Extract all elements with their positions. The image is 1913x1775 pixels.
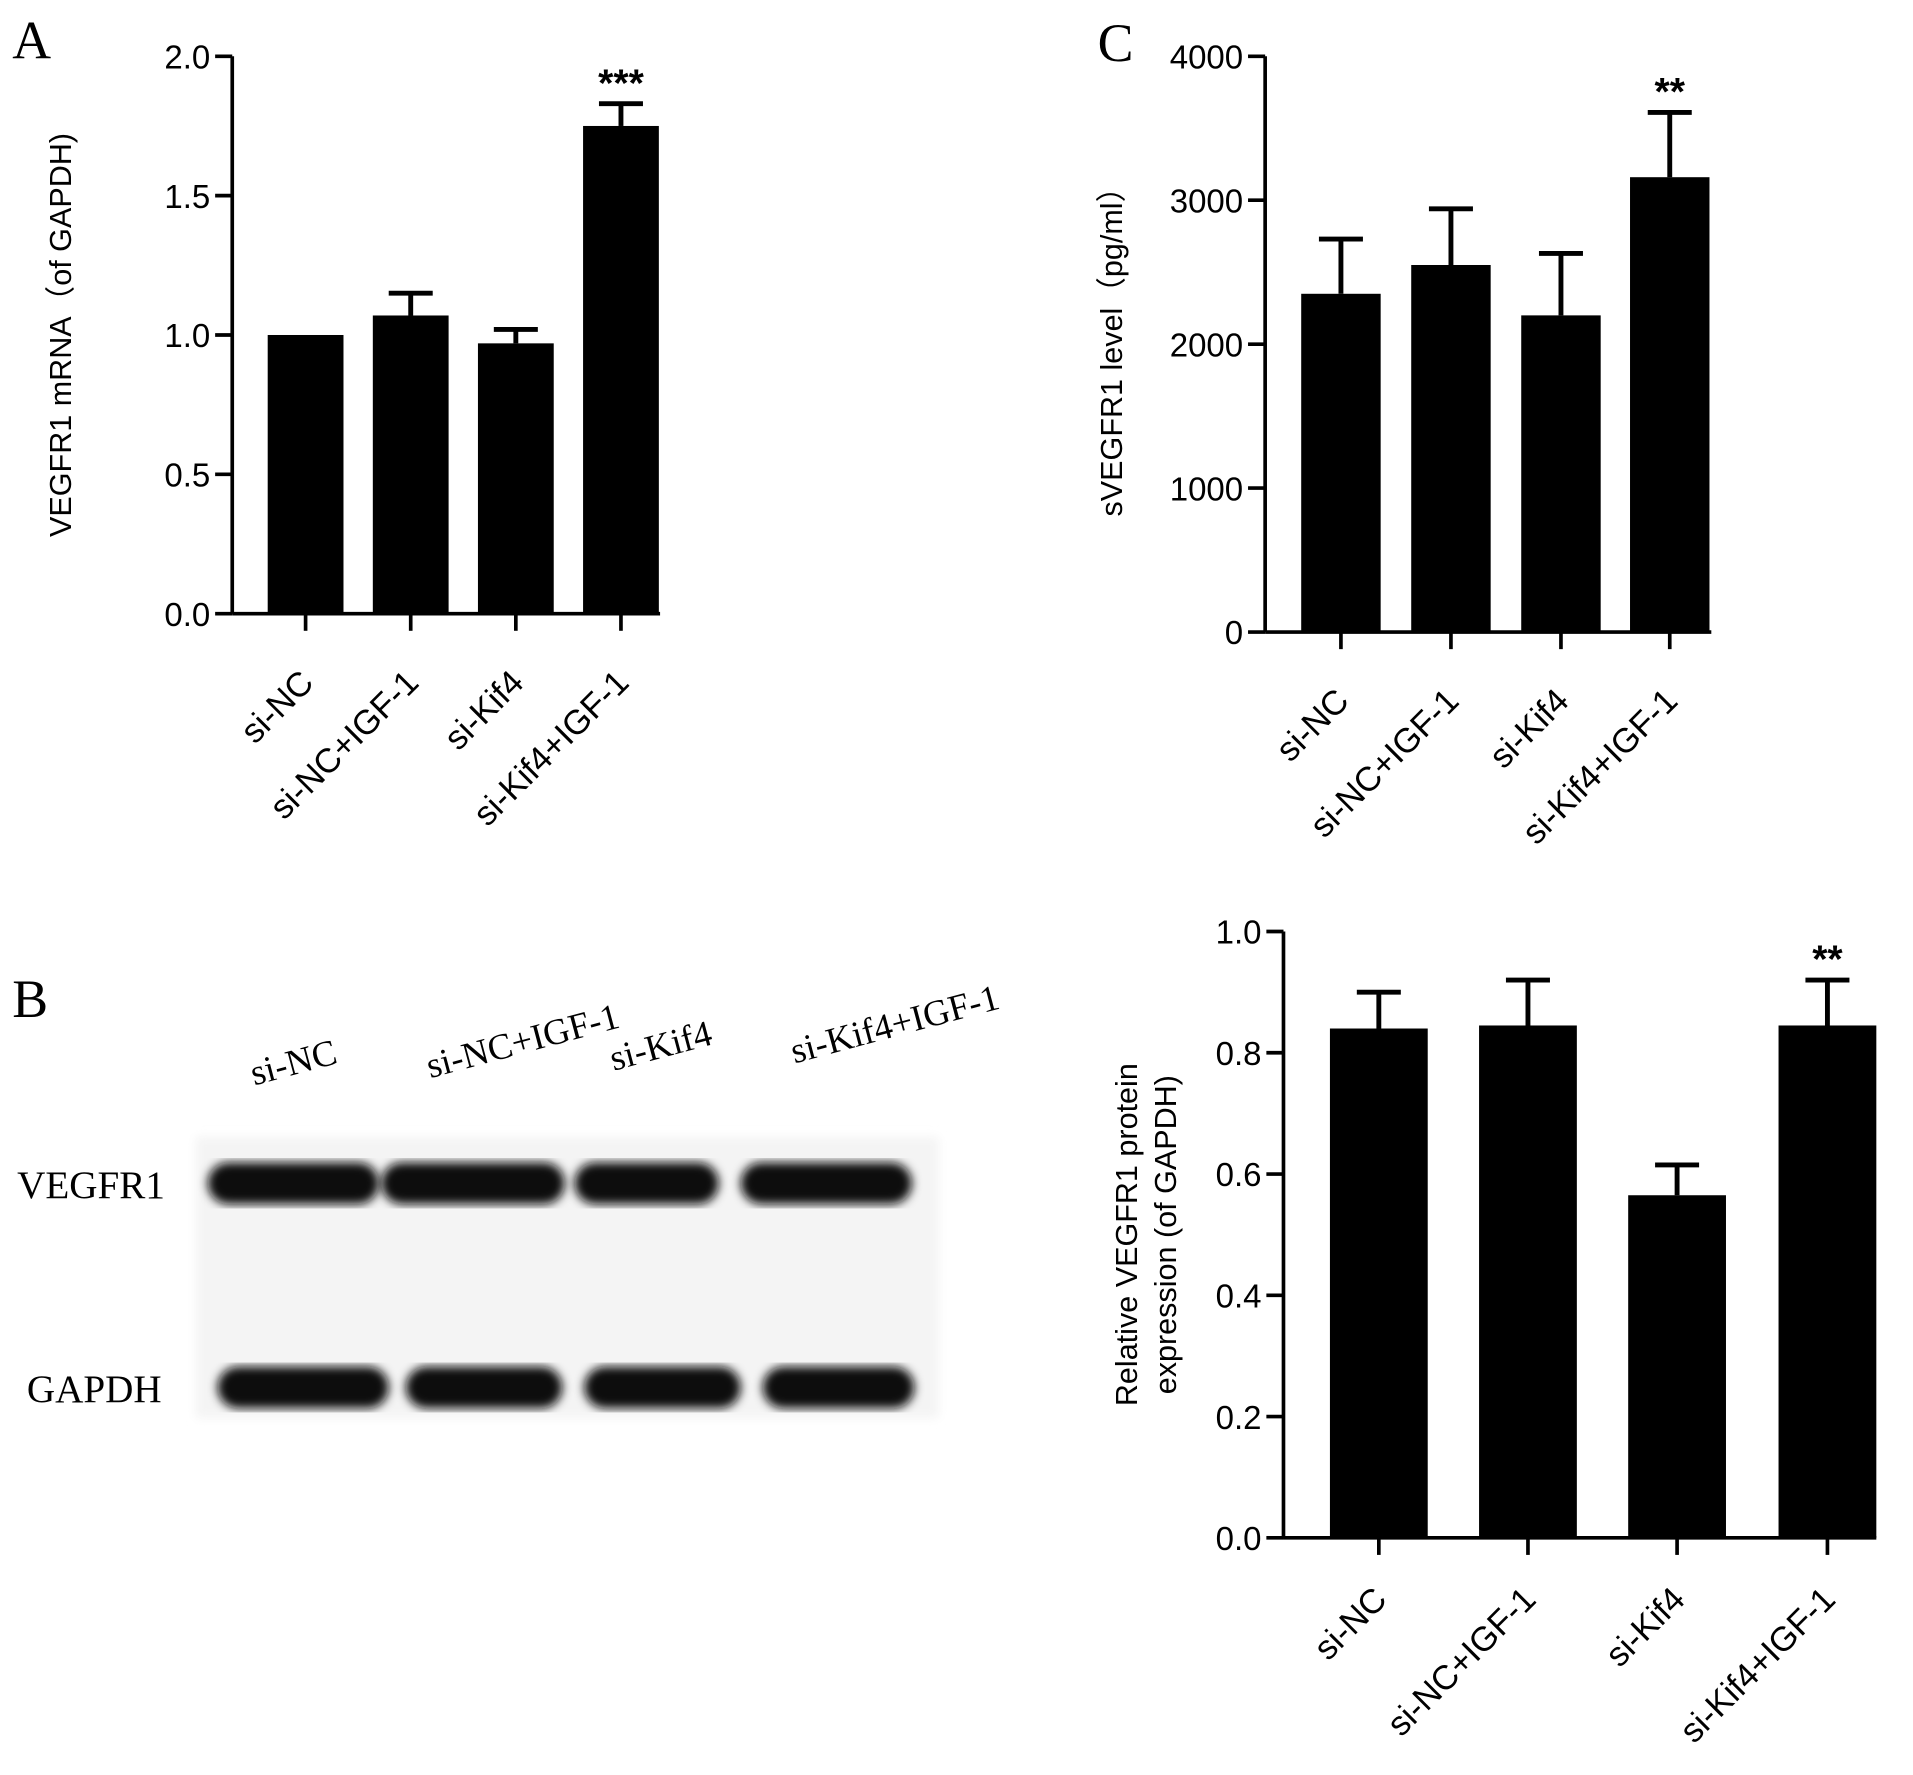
bar bbox=[1411, 264, 1491, 633]
y-tick-label: 0.2 bbox=[1216, 1399, 1262, 1436]
x-tick-label: si-NC bbox=[234, 663, 321, 750]
blot-band bbox=[584, 1366, 741, 1409]
y-tick-label: 0.4 bbox=[1216, 1278, 1262, 1315]
y-tick-label: 1.0 bbox=[1216, 914, 1262, 951]
blot-band bbox=[740, 1162, 912, 1205]
significance-label: ** bbox=[1655, 71, 1686, 114]
bar bbox=[1630, 177, 1710, 633]
y-tick-label: 0.6 bbox=[1216, 1156, 1262, 1193]
y-tick-label: 1.5 bbox=[164, 178, 210, 215]
y-tick-label: 0.0 bbox=[164, 596, 210, 633]
y-tick-label: 0 bbox=[1225, 614, 1243, 651]
bar bbox=[1301, 293, 1381, 633]
y-tick-label: 2000 bbox=[1170, 326, 1243, 363]
blot-band bbox=[381, 1162, 565, 1205]
x-tick-label: si-Kif4+IGF-1 bbox=[1673, 1580, 1843, 1750]
y-tick-label: 3000 bbox=[1170, 182, 1243, 219]
chart-c: 0 1000 2000 3000 4000 sVEGFR1 level（pg/ml） si-… bbox=[1095, 39, 1712, 852]
panel-label-a: A bbox=[12, 11, 51, 71]
y-axis-label: expression (of GAPDH) bbox=[1149, 1075, 1183, 1394]
bar bbox=[1628, 1195, 1726, 1538]
x-tick-label: si-NC bbox=[1269, 682, 1356, 769]
western-blot: si-NC si-NC+IGF-1si-Kif4 si-Kif4+IGF-1 VEGF… bbox=[17, 976, 1003, 1419]
blot-band bbox=[574, 1162, 719, 1205]
bar bbox=[267, 334, 344, 614]
panel-label-b: B bbox=[12, 969, 48, 1029]
x-tick-label: si-NC bbox=[1307, 1580, 1394, 1667]
blot-lane-label: si-Kif4 bbox=[605, 1012, 716, 1078]
blot-band bbox=[207, 1162, 379, 1205]
bar bbox=[1329, 1028, 1428, 1538]
significance-label: ** bbox=[1812, 939, 1843, 982]
chart-a: 0.0 0.5 1.0 1.5 2.0 VEGFR1 mRNA（of GAPDH) si-N… bbox=[44, 39, 661, 833]
y-axis-label: Relative VEGFR1 protein bbox=[1110, 1063, 1144, 1406]
blot-lane-label: si-NC+IGF-1 bbox=[422, 995, 624, 1086]
significance-label: *** bbox=[598, 62, 644, 105]
blot-lane-label: si-NC bbox=[246, 1031, 341, 1093]
y-tick-label: 0.0 bbox=[1216, 1520, 1262, 1557]
bar bbox=[583, 125, 659, 614]
blot-row-label: VEGFR1 bbox=[17, 1164, 165, 1207]
x-tick-label: si-Kif4 bbox=[1482, 682, 1576, 776]
bar bbox=[1479, 1025, 1577, 1538]
blot-band bbox=[217, 1366, 389, 1409]
blot-band bbox=[762, 1366, 915, 1409]
y-tick-label: 1000 bbox=[1170, 470, 1243, 507]
bar bbox=[372, 315, 449, 614]
x-tick-label: si-Kif4 bbox=[1598, 1580, 1692, 1674]
bar bbox=[477, 343, 554, 614]
bar bbox=[1521, 315, 1601, 633]
y-axis-label: sVEGFR1 level（pg/ml） bbox=[1095, 172, 1129, 517]
y-tick-label: 2.0 bbox=[164, 39, 210, 76]
y-tick-label: 4000 bbox=[1170, 39, 1243, 76]
bar bbox=[1778, 1025, 1877, 1538]
blot-row-label: GAPDH bbox=[27, 1368, 162, 1411]
y-tick-label: 0.5 bbox=[164, 457, 210, 494]
chart-d: 0.0 0.2 0.4 0.6 0.8 1.0 Relative VEGFR1 protei… bbox=[1110, 914, 1877, 1750]
x-tick-label: si-NC+IGF-1 bbox=[1380, 1580, 1543, 1743]
x-tick-label: si-Kif4 bbox=[437, 663, 531, 757]
blot-lane-label: si-Kif4+IGF-1 bbox=[786, 976, 1003, 1071]
blot-band bbox=[405, 1366, 563, 1409]
panel-label-c: C bbox=[1098, 13, 1134, 73]
y-tick-label: 1.0 bbox=[164, 317, 210, 354]
y-axis-label: VEGFR1 mRNA（of GAPDH) bbox=[44, 133, 78, 537]
y-tick-label: 0.8 bbox=[1216, 1035, 1262, 1072]
